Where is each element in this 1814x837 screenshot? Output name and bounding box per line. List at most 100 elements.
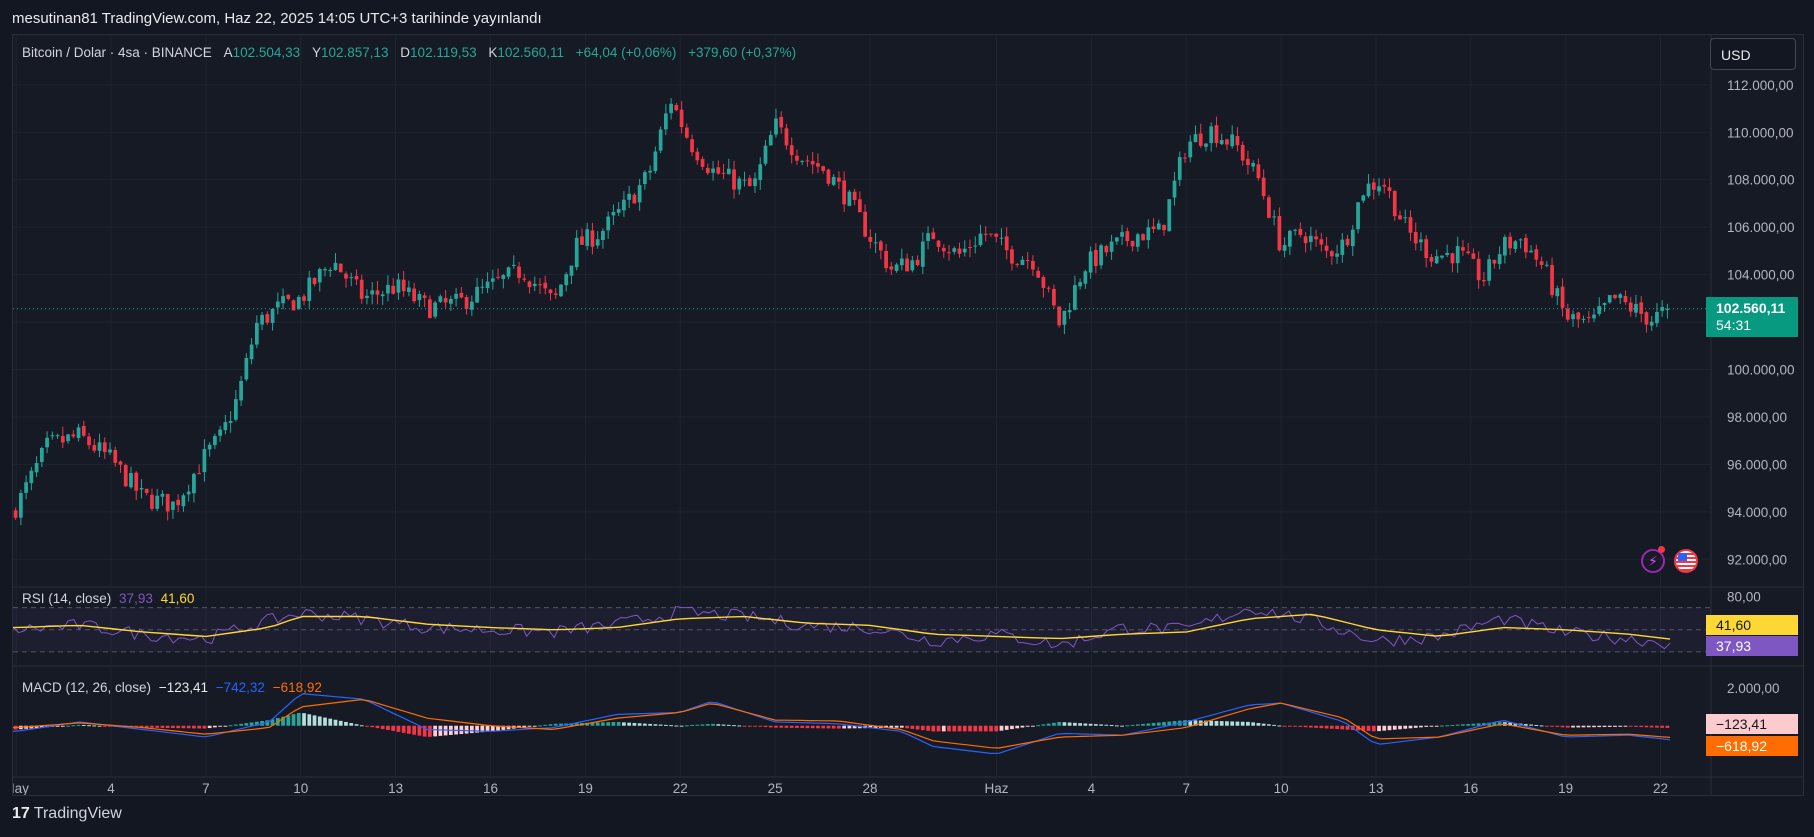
candle-body[interactable]	[438, 296, 443, 302]
candle-body[interactable]	[1424, 239, 1429, 258]
candle-body[interactable]	[1046, 287, 1051, 289]
candle-body[interactable]	[291, 300, 296, 311]
candle-body[interactable]	[1230, 134, 1235, 147]
candle-body[interactable]	[1083, 271, 1088, 284]
candle-body[interactable]	[627, 193, 632, 200]
candle-body[interactable]	[1114, 237, 1119, 242]
candle-body[interactable]	[223, 422, 228, 431]
candle-body[interactable]	[1246, 158, 1250, 165]
candle-body[interactable]	[1183, 157, 1187, 159]
candle-body[interactable]	[506, 267, 511, 277]
candle-body[interactable]	[1277, 216, 1282, 251]
candle-body[interactable]	[1004, 236, 1009, 251]
candle-body[interactable]	[76, 427, 81, 439]
candle-body[interactable]	[747, 178, 752, 187]
candle-body[interactable]	[1308, 235, 1313, 242]
candle-body[interactable]	[1214, 125, 1219, 144]
candle-body[interactable]	[1319, 239, 1324, 245]
candle-body[interactable]	[553, 293, 558, 295]
candle-body[interactable]	[669, 103, 673, 114]
candle-body[interactable]	[905, 258, 909, 272]
candle-body[interactable]	[1151, 226, 1156, 230]
candle-body[interactable]	[249, 344, 254, 360]
candle-body[interactable]	[1392, 190, 1397, 217]
candle-body[interactable]	[831, 176, 836, 185]
candle-body[interactable]	[213, 435, 217, 446]
candle-body[interactable]	[716, 167, 721, 174]
candle-body[interactable]	[1623, 296, 1628, 303]
candle-body[interactable]	[1377, 186, 1381, 192]
candle-body[interactable]	[1015, 263, 1020, 265]
candle-body[interactable]	[1644, 312, 1649, 325]
candle-body[interactable]	[1340, 239, 1345, 255]
candle-body[interactable]	[1093, 249, 1098, 266]
candle-body[interactable]	[197, 473, 202, 475]
candle-body[interactable]	[1560, 286, 1565, 308]
candle-body[interactable]	[113, 450, 118, 463]
candle-body[interactable]	[1141, 234, 1145, 241]
us-flag-icon[interactable]	[1674, 549, 1698, 573]
tradingview-brand[interactable]: 17 TradingView	[12, 805, 122, 823]
candle-body[interactable]	[574, 237, 579, 268]
candle-body[interactable]	[585, 229, 590, 246]
candle-body[interactable]	[1162, 224, 1166, 231]
candle-body[interactable]	[1031, 260, 1035, 270]
candle-body[interactable]	[962, 248, 967, 253]
candle-body[interactable]	[422, 295, 427, 299]
candle-body[interactable]	[548, 289, 553, 294]
candle-body[interactable]	[758, 164, 763, 180]
candle-body[interactable]	[370, 290, 375, 295]
candle-body[interactable]	[601, 230, 605, 240]
candle-body[interactable]	[1073, 285, 1077, 310]
candle-body[interactable]	[202, 449, 207, 473]
candle-body[interactable]	[926, 233, 930, 241]
candle-body[interactable]	[931, 232, 936, 240]
candle-body[interactable]	[1382, 184, 1387, 187]
candle-body[interactable]	[501, 275, 506, 279]
candle-body[interactable]	[1419, 239, 1423, 243]
candle-body[interactable]	[1544, 264, 1549, 266]
candle-body[interactable]	[674, 104, 679, 111]
candle-body[interactable]	[1518, 239, 1523, 241]
candle-body[interactable]	[999, 237, 1004, 239]
candle-body[interactable]	[344, 273, 348, 279]
candle-body[interactable]	[443, 298, 448, 303]
candle-body[interactable]	[1487, 259, 1492, 281]
candle-body[interactable]	[239, 380, 243, 401]
candle-body[interactable]	[496, 276, 500, 278]
candle-body[interactable]	[87, 436, 91, 446]
macd-line[interactable]	[13, 693, 1671, 755]
candle-body[interactable]	[129, 473, 133, 488]
candle-body[interactable]	[1036, 270, 1041, 278]
candle-body[interactable]	[784, 128, 789, 146]
candle-body[interactable]	[365, 295, 369, 299]
candle-body[interactable]	[265, 314, 270, 323]
candle-body[interactable]	[1198, 133, 1203, 146]
candle-body[interactable]	[1057, 306, 1062, 326]
candle-body[interactable]	[24, 482, 28, 493]
candle-body[interactable]	[1345, 238, 1350, 246]
candle-body[interactable]	[1539, 261, 1544, 265]
candle-body[interactable]	[417, 294, 422, 301]
candle-body[interactable]	[1618, 294, 1623, 299]
candle-body[interactable]	[464, 297, 469, 309]
candle-body[interactable]	[1235, 136, 1240, 146]
candle-body[interactable]	[1293, 229, 1297, 231]
candle-body[interactable]	[643, 172, 647, 185]
candle-body[interactable]	[1025, 260, 1030, 262]
candle-body[interactable]	[323, 269, 327, 271]
candle-body[interactable]	[1130, 240, 1135, 247]
candle-body[interactable]	[354, 276, 359, 280]
candle-body[interactable]	[1665, 308, 1670, 311]
candle-body[interactable]	[1398, 215, 1402, 220]
candle-body[interactable]	[490, 278, 495, 282]
candle-body[interactable]	[1298, 228, 1303, 235]
candle-body[interactable]	[1403, 217, 1408, 219]
candle-body[interactable]	[894, 264, 899, 271]
candle-body[interactable]	[915, 259, 920, 266]
candle-body[interactable]	[1324, 245, 1329, 251]
candle-body[interactable]	[721, 172, 726, 174]
candle-body[interactable]	[181, 495, 186, 507]
candle-body[interactable]	[108, 449, 112, 453]
candle-body[interactable]	[328, 269, 333, 271]
